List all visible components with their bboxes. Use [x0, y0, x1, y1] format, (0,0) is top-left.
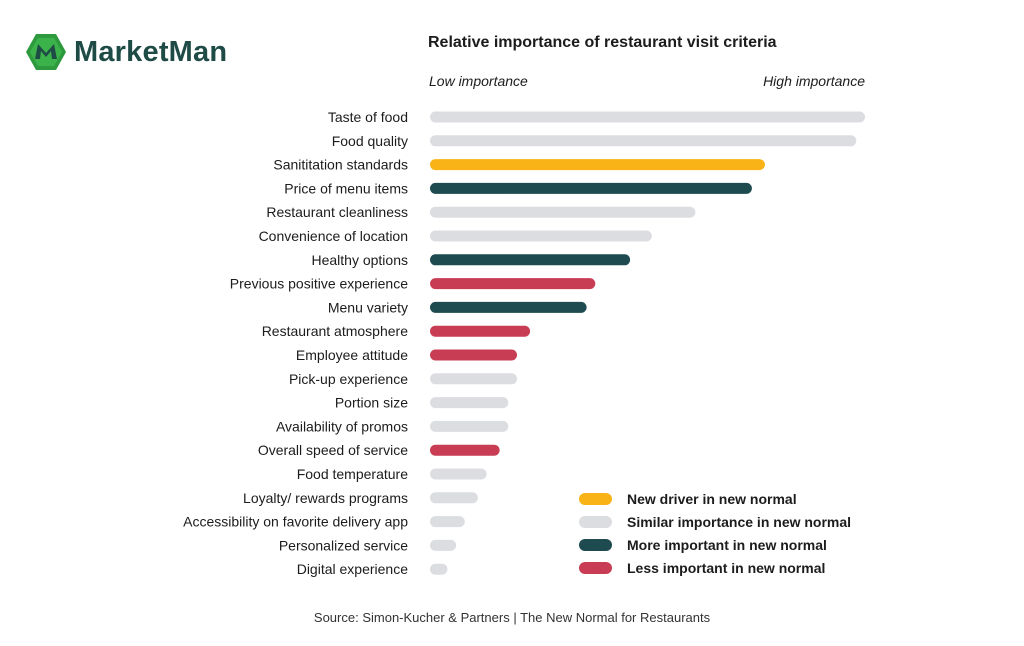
bar — [430, 159, 765, 171]
category-label: Restaurant cleanliness — [266, 204, 408, 220]
category-label: Portion size — [335, 395, 408, 411]
bar — [430, 420, 509, 432]
legend-swatch — [579, 493, 612, 505]
category-label: Loyalty/ rewards programs — [243, 490, 408, 506]
category-label: Accessibility on favorite delivery app — [183, 514, 408, 530]
category-label: Menu variety — [328, 299, 408, 315]
category-label: Availability of promos — [276, 418, 408, 434]
legend-label: Similar importance in new normal — [627, 514, 851, 530]
category-label: Digital experience — [297, 561, 408, 577]
category-label: Previous positive experience — [230, 276, 408, 292]
bar — [430, 182, 752, 194]
bar — [430, 516, 465, 528]
category-label: Price of menu items — [284, 180, 408, 196]
brand-name: MarketMan — [74, 35, 228, 68]
category-label: Restaurant atmosphere — [262, 323, 409, 339]
category-label: Employee attitude — [296, 347, 408, 363]
bar — [430, 230, 652, 242]
bar — [430, 563, 448, 575]
category-label: Personalized service — [279, 537, 408, 553]
bar — [430, 373, 517, 385]
category-label: Food quality — [332, 133, 408, 149]
bar — [430, 468, 487, 480]
bar — [430, 111, 865, 123]
axis-high-label: High importance — [763, 73, 865, 89]
bar — [430, 397, 509, 409]
bar — [430, 301, 587, 313]
legend-swatch — [579, 562, 612, 574]
bars-group: Taste of food Food quality Sanititation st… — [183, 109, 865, 577]
brand-logo: MarketMan — [24, 32, 227, 72]
axis-low-label: Low importance — [429, 73, 528, 89]
bar — [430, 492, 478, 504]
legend-label: More important in new normal — [627, 537, 827, 553]
bar — [430, 444, 500, 456]
bar — [430, 254, 631, 266]
legend: New driver in new normal Similar importan… — [579, 491, 851, 576]
legend-swatch — [579, 516, 612, 528]
legend-label: New driver in new normal — [627, 491, 797, 507]
chart-title: Relative importance of restaurant visit … — [428, 34, 777, 51]
category-label: Convenience of location — [259, 228, 408, 244]
category-label: Sanititation standards — [273, 157, 408, 173]
marketman-logo-icon — [26, 34, 66, 70]
bar — [430, 539, 457, 551]
bar — [430, 206, 696, 218]
source-note: Source: Simon-Kucher & Partners | The Ne… — [313, 610, 711, 625]
legend-label: Less important in new normal — [627, 560, 825, 576]
bar — [430, 135, 857, 147]
bar — [430, 278, 596, 290]
bar — [430, 325, 531, 337]
category-label: Food temperature — [297, 466, 408, 482]
category-label: Pick-up experience — [289, 371, 408, 387]
category-label: Overall speed of service — [258, 442, 408, 458]
legend-swatch — [579, 539, 612, 551]
bar — [430, 349, 517, 361]
category-label: Taste of food — [328, 109, 408, 125]
category-label: Healthy options — [311, 252, 408, 268]
